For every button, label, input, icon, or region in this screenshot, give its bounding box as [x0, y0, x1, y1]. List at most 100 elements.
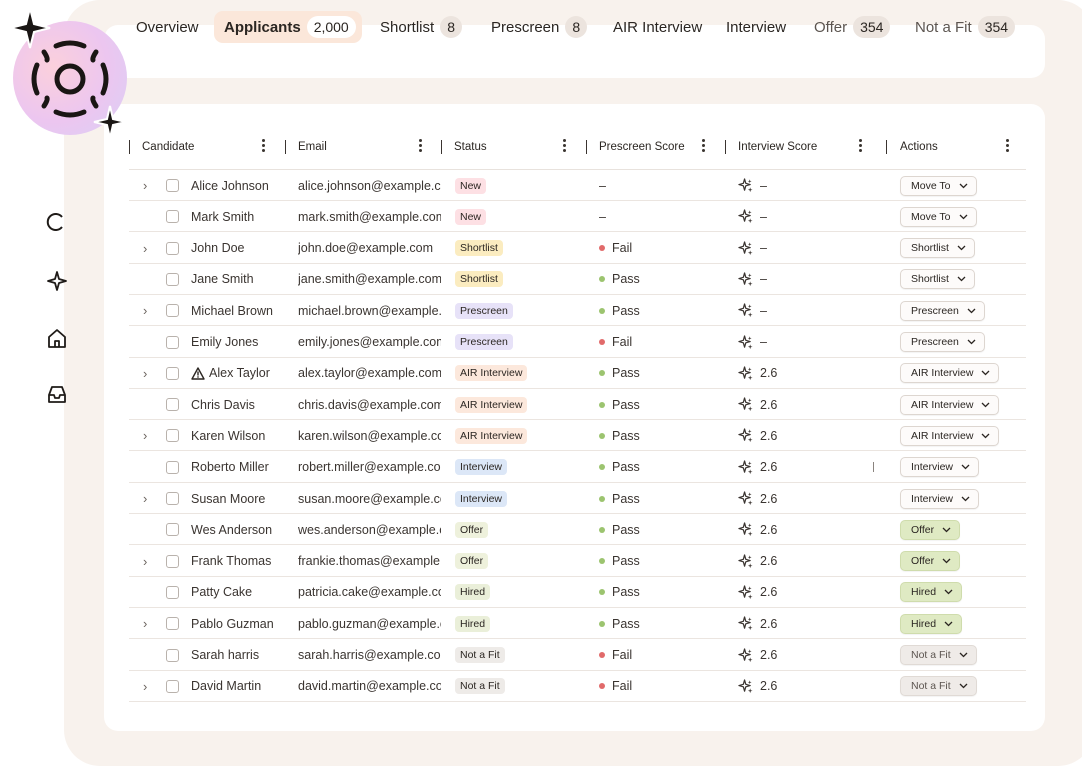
actions-cell: Offer — [900, 514, 1026, 545]
chevron-right-icon[interactable]: › — [143, 553, 148, 569]
table-row[interactable]: › Alice Johnson alice.johnson@example.com N… — [129, 170, 1026, 201]
row-checkbox[interactable] — [166, 514, 180, 545]
move-to-dropdown[interactable]: Not a Fit — [900, 676, 977, 697]
prescreen-score: Pass — [599, 264, 709, 295]
table-row[interactable]: Roberto Miller robert.miller@example.com I… — [129, 452, 1026, 483]
tab-interview[interactable]: Interview — [726, 11, 786, 43]
tab-shortlist[interactable]: Shortlist 8 — [380, 11, 462, 43]
kebab-icon[interactable] — [701, 138, 705, 154]
row-checkbox[interactable] — [166, 640, 180, 671]
table-row[interactable]: Sarah harris sarah.harris@example.com Not … — [129, 640, 1026, 671]
row-checkbox[interactable] — [166, 420, 180, 451]
row-checkbox[interactable] — [166, 358, 180, 389]
prescreen-score-text: Pass — [612, 460, 640, 475]
row-checkbox[interactable] — [166, 295, 180, 326]
chevron-right-icon[interactable]: › — [143, 178, 148, 193]
move-to-dropdown[interactable]: AIR Interview — [900, 363, 1000, 384]
row-checkbox[interactable] — [166, 483, 180, 514]
table-row[interactable]: › Pablo Guzman pablo.guzman@example.com Hir… — [129, 608, 1026, 640]
kebab-icon[interactable] — [261, 138, 265, 154]
prescreen-score-text: Pass — [612, 522, 640, 537]
column-header-candidate[interactable]: Candidate — [129, 137, 279, 157]
move-to-dropdown[interactable]: Offer — [900, 519, 961, 540]
move-to-dropdown[interactable]: Hired — [900, 613, 963, 634]
actions-cell: Offer — [900, 546, 1026, 577]
table-row[interactable]: › David Martin david.martin@example.com Not… — [129, 671, 1026, 702]
kebab-icon[interactable] — [418, 138, 422, 154]
row-checkbox[interactable] — [166, 201, 180, 232]
sparkle-icon[interactable] — [46, 270, 68, 292]
tab-overview[interactable]: Overview — [136, 11, 199, 43]
row-checkbox[interactable] — [166, 452, 180, 483]
table-row[interactable]: Jane Smith jane.smith@example.com Shortlis… — [129, 264, 1026, 295]
column-header-status[interactable]: Status — [441, 137, 581, 157]
table-row[interactable]: Chris Davis chris.davis@example.com AIR In… — [129, 389, 1026, 421]
inbox-icon[interactable] — [46, 383, 68, 405]
row-checkbox[interactable] — [166, 170, 180, 201]
table-row[interactable]: › Alex Taylor alex.taylor@example.com AIR I… — [129, 358, 1026, 389]
circle-icon[interactable] — [46, 211, 68, 233]
row-checkbox[interactable] — [166, 577, 180, 608]
row-checkbox[interactable] — [166, 389, 180, 420]
table-row[interactable]: › John Doe john.doe@example.com Shortlist Fa… — [129, 233, 1026, 264]
move-to-dropdown[interactable]: Interview — [900, 488, 980, 509]
move-to-dropdown[interactable]: Shortlist — [900, 238, 975, 259]
move-to-dropdown[interactable]: Hired — [900, 582, 963, 603]
kebab-icon[interactable] — [562, 138, 566, 154]
move-to-label: Offer — [911, 555, 935, 568]
kebab-icon[interactable] — [858, 138, 862, 154]
move-to-dropdown[interactable]: Move To — [900, 206, 977, 227]
tab-offer[interactable]: Offer 354 — [814, 11, 891, 43]
move-to-dropdown[interactable]: Move To — [900, 175, 977, 196]
row-checkbox[interactable] — [166, 264, 180, 295]
table-row[interactable]: Emily Jones emily.jones@example.com Prescr… — [129, 327, 1026, 358]
row-checkbox[interactable] — [166, 327, 180, 358]
column-header-actions[interactable]: Actions — [886, 137, 1021, 157]
prescreen-score-text: Pass — [612, 428, 640, 443]
row-checkbox[interactable] — [166, 233, 180, 264]
chevron-right-icon[interactable]: › — [143, 365, 148, 381]
interview-score-text: 2.6 — [760, 616, 778, 631]
kebab-icon[interactable] — [1005, 138, 1009, 154]
chevron-right-icon[interactable]: › — [143, 303, 148, 319]
candidate-email: emily.jones@example.com — [298, 335, 441, 349]
move-to-dropdown[interactable]: Interview — [900, 457, 980, 478]
candidate-email: pablo.guzman@example.com — [298, 616, 441, 631]
column-header-email[interactable]: Email — [285, 137, 435, 157]
home-icon[interactable] — [46, 327, 68, 349]
move-to-dropdown[interactable]: Prescreen — [900, 300, 985, 321]
move-to-dropdown[interactable]: Shortlist — [900, 269, 975, 290]
table-row[interactable]: › Karen Wilson karen.wilson@example.com AIR… — [129, 420, 1026, 452]
interview-score-text: 2.6 — [760, 460, 778, 475]
chevron-right-icon[interactable]: › — [143, 491, 148, 506]
status-badge: Hired — [455, 584, 491, 601]
tab-prescreen[interactable]: Prescreen 8 — [491, 11, 588, 43]
chevron-right-icon[interactable]: › — [143, 616, 148, 632]
table-row[interactable]: › Michael Brown michael.brown@example.com P… — [129, 295, 1026, 327]
move-to-dropdown[interactable]: AIR Interview — [900, 394, 1000, 415]
table-row[interactable]: Mark Smith mark.smith@example.com New – – Mov… — [129, 201, 1026, 233]
table-row[interactable]: › Susan Moore susan.moore@example.com Inter… — [129, 483, 1026, 514]
column-header-prescreen-score[interactable]: Prescreen Score — [586, 137, 716, 157]
tab-applicants[interactable]: Applicants 2,000 — [214, 11, 362, 43]
chevron-right-icon[interactable]: › — [143, 428, 148, 444]
status-dot — [599, 401, 605, 408]
chevron-right-icon[interactable]: › — [143, 678, 148, 694]
tab-not-a-fit[interactable]: Not a Fit 354 — [915, 11, 1016, 43]
tab-air-interview[interactable]: AIR Interview — [613, 11, 702, 43]
actions-cell: Not a Fit — [900, 671, 1026, 702]
move-to-dropdown[interactable]: Offer — [900, 551, 961, 572]
ai-sparkle-icon — [738, 303, 753, 318]
chevron-right-icon[interactable]: › — [143, 240, 148, 256]
move-to-dropdown[interactable]: Not a Fit — [900, 645, 977, 665]
row-checkbox[interactable] — [166, 608, 180, 639]
candidate-name: Patty Cake — [191, 577, 351, 608]
move-to-dropdown[interactable]: AIR Interview — [900, 425, 1000, 446]
table-row[interactable]: Patty Cake patricia.cake@example.com Hired… — [129, 577, 1026, 608]
column-header-interview-score[interactable]: Interview Score — [725, 137, 875, 157]
row-checkbox[interactable] — [166, 671, 180, 702]
table-row[interactable]: Wes Anderson wes.anderson@example.com Offe… — [129, 514, 1026, 546]
table-row[interactable]: › Frank Thomas frankie.thomas@example.com O… — [129, 546, 1026, 577]
move-to-dropdown[interactable]: Prescreen — [900, 332, 985, 352]
row-checkbox[interactable] — [166, 546, 180, 577]
